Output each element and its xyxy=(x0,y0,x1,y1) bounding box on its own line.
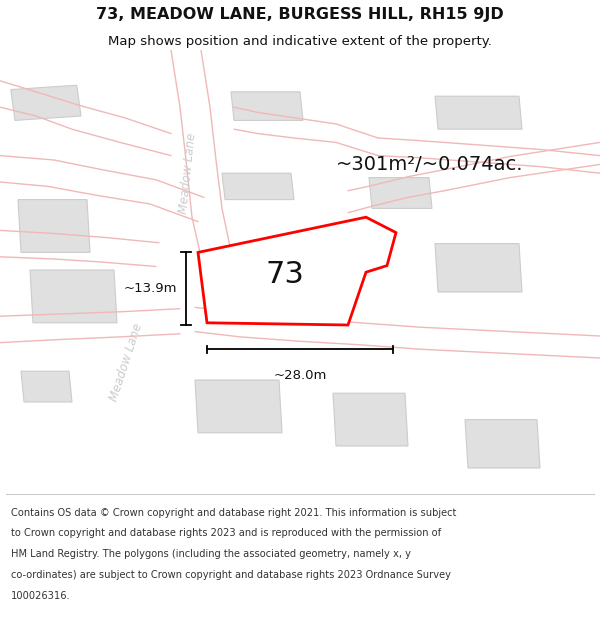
Polygon shape xyxy=(231,92,303,121)
Text: Meadow Lane: Meadow Lane xyxy=(107,322,145,403)
Text: Map shows position and indicative extent of the property.: Map shows position and indicative extent… xyxy=(108,34,492,48)
Polygon shape xyxy=(30,270,117,322)
Text: ~13.9m: ~13.9m xyxy=(124,282,177,295)
Text: ~301m²/~0.074ac.: ~301m²/~0.074ac. xyxy=(336,155,523,174)
Polygon shape xyxy=(435,96,522,129)
Polygon shape xyxy=(252,257,321,296)
Polygon shape xyxy=(11,85,81,121)
Polygon shape xyxy=(198,217,396,325)
Text: ~28.0m: ~28.0m xyxy=(274,369,326,382)
Text: HM Land Registry. The polygons (including the associated geometry, namely x, y: HM Land Registry. The polygons (includin… xyxy=(11,549,411,559)
Text: 73: 73 xyxy=(266,260,304,289)
Text: Contains OS data © Crown copyright and database right 2021. This information is : Contains OS data © Crown copyright and d… xyxy=(11,508,456,518)
Polygon shape xyxy=(195,380,282,432)
Polygon shape xyxy=(369,177,432,208)
Polygon shape xyxy=(21,371,72,402)
Polygon shape xyxy=(18,199,90,252)
Text: Meadow Lane: Meadow Lane xyxy=(177,132,199,214)
Text: 100026316.: 100026316. xyxy=(11,591,70,601)
Text: to Crown copyright and database rights 2023 and is reproduced with the permissio: to Crown copyright and database rights 2… xyxy=(11,529,441,539)
Polygon shape xyxy=(465,419,540,468)
Polygon shape xyxy=(333,393,408,446)
Polygon shape xyxy=(435,244,522,292)
Text: 73, MEADOW LANE, BURGESS HILL, RH15 9JD: 73, MEADOW LANE, BURGESS HILL, RH15 9JD xyxy=(96,6,504,21)
Polygon shape xyxy=(222,173,294,199)
Text: co-ordinates) are subject to Crown copyright and database rights 2023 Ordnance S: co-ordinates) are subject to Crown copyr… xyxy=(11,571,451,581)
